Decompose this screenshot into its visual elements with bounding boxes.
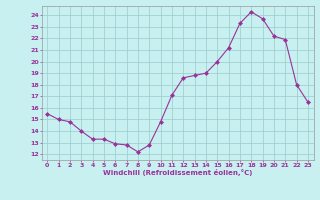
X-axis label: Windchill (Refroidissement éolien,°C): Windchill (Refroidissement éolien,°C) [103, 169, 252, 176]
